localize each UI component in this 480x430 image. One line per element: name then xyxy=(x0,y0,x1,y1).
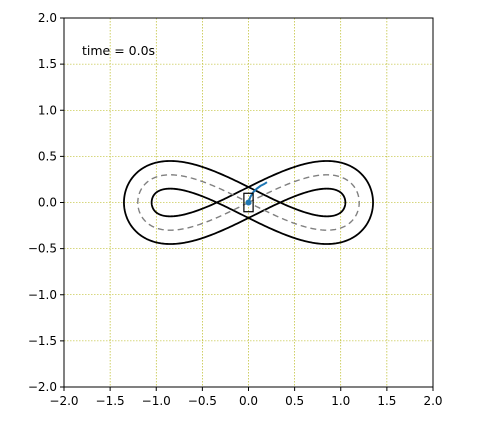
x-tick-label: −1.5 xyxy=(96,394,125,408)
y-tick-label: −0.5 xyxy=(28,242,57,256)
y-tick-label: −1.5 xyxy=(28,334,57,348)
y-tick-label: 2.0 xyxy=(38,11,57,25)
x-tick-label: 0.0 xyxy=(239,394,258,408)
axis-ticks: −2.0 −1.5 −1.0 −0.5 0.0 0.5 1.0 1.5 2.0 2.0 1.5 1.0… xyxy=(28,11,443,408)
x-tick-label: 1.0 xyxy=(331,394,350,408)
vehicle-marker xyxy=(245,199,252,206)
vehicle-box xyxy=(243,192,254,213)
y-tick-label: −2.0 xyxy=(28,380,57,394)
track-boundary-a xyxy=(150,160,374,245)
x-tick-label: −1.0 xyxy=(142,394,171,408)
x-tick-label: 0.5 xyxy=(285,394,304,408)
y-tick-label: 1.0 xyxy=(38,103,57,117)
trajectory-layer xyxy=(247,181,268,203)
y-tick-label: 0.5 xyxy=(38,149,57,163)
x-tick-label: 1.5 xyxy=(377,394,396,408)
vehicle-layer xyxy=(243,192,254,213)
y-tick-label: 0.0 xyxy=(38,196,57,210)
trajectory-line xyxy=(247,181,268,203)
x-tick-label: −0.5 xyxy=(188,394,217,408)
y-tick-label: 1.5 xyxy=(38,57,57,71)
x-tick-label: 2.0 xyxy=(423,394,442,408)
time-annotation: time = 0.0s xyxy=(82,43,155,58)
x-tick-label: −2.0 xyxy=(49,394,78,408)
y-tick-label: −1.0 xyxy=(28,288,57,302)
